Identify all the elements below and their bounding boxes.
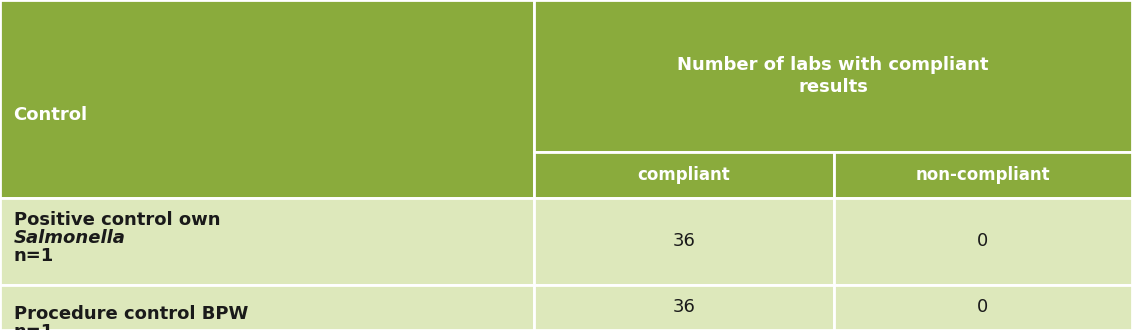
Bar	[833, 198, 1132, 285]
Bar	[0, 285, 534, 330]
Text: Control: Control	[14, 106, 87, 124]
Text: 36: 36	[672, 299, 695, 316]
Text: Number of labs with compliant
results: Number of labs with compliant results	[677, 56, 988, 96]
Text: Salmonella: Salmonella	[14, 229, 126, 247]
Bar	[0, 198, 534, 285]
Bar	[833, 285, 1132, 330]
Bar	[534, 285, 833, 330]
Text: n=1: n=1	[14, 323, 54, 330]
Bar	[0, 0, 534, 198]
Text: Procedure control BPW: Procedure control BPW	[14, 305, 248, 323]
Bar	[534, 198, 833, 285]
Text: 0: 0	[977, 299, 988, 316]
Text: Positive control own: Positive control own	[14, 211, 220, 229]
Text: 36: 36	[672, 233, 695, 250]
Text: compliant: compliant	[637, 166, 730, 184]
Text: non-compliant: non-compliant	[916, 166, 1050, 184]
Bar	[0, 0, 534, 198]
Bar	[833, 152, 1132, 198]
Text: n=1: n=1	[14, 247, 54, 265]
Bar	[534, 152, 833, 198]
Text: 0: 0	[977, 233, 988, 250]
Bar	[534, 0, 1132, 152]
